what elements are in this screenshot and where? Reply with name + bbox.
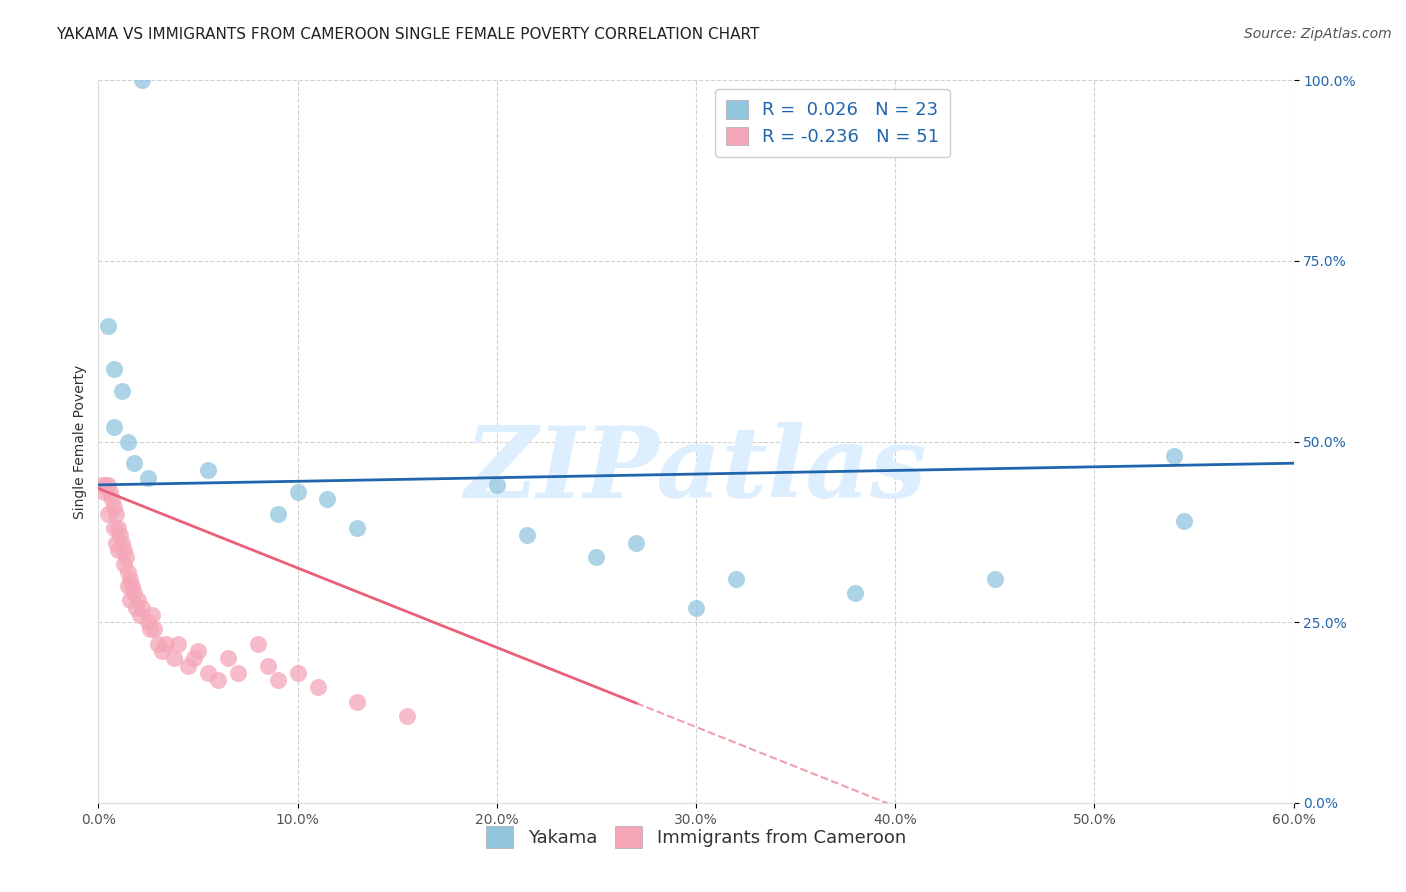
Point [103, 420, 125, 434]
Point [120, 593, 142, 607]
Point [267, 673, 290, 687]
Point [516, 528, 538, 542]
Point [287, 485, 309, 500]
Point [125, 600, 148, 615]
Point [112, 542, 135, 557]
Legend: Yakama, Immigrants from Cameroon: Yakama, Immigrants from Cameroon [479, 819, 912, 855]
Point [626, 535, 648, 549]
Point [124, 586, 146, 600]
Text: Source: ZipAtlas.com: Source: ZipAtlas.com [1244, 27, 1392, 41]
Point [396, 709, 419, 723]
Point [139, 623, 162, 637]
Point [1173, 514, 1195, 528]
Point [197, 665, 219, 680]
Point [155, 637, 177, 651]
Point [724, 572, 747, 586]
Point [844, 586, 866, 600]
Point [105, 507, 128, 521]
Point [287, 665, 309, 680]
Point [585, 550, 607, 565]
Point [111, 384, 134, 398]
Point [131, 73, 153, 87]
Point [984, 572, 1007, 586]
Point [110, 528, 132, 542]
Point [121, 579, 143, 593]
Point [107, 542, 129, 557]
Point [346, 521, 368, 535]
Point [307, 680, 329, 694]
Point [120, 572, 142, 586]
Point [112, 558, 135, 572]
Point [685, 600, 707, 615]
Point [150, 644, 173, 658]
Point [163, 651, 186, 665]
Point [183, 651, 205, 665]
Point [246, 637, 269, 651]
Y-axis label: Single Female Poverty: Single Female Poverty [73, 365, 87, 518]
Point [97, 478, 120, 492]
Point [91, 478, 114, 492]
Point [226, 665, 249, 680]
Point [115, 550, 138, 565]
Point [256, 658, 278, 673]
Point [111, 535, 134, 549]
Point [103, 521, 125, 535]
Text: YAKAMA VS IMMIGRANTS FROM CAMEROON SINGLE FEMALE POVERTY CORRELATION CHART: YAKAMA VS IMMIGRANTS FROM CAMEROON SINGL… [56, 27, 759, 42]
Point [346, 695, 368, 709]
Point [316, 492, 339, 507]
Point [136, 470, 159, 484]
Point [97, 318, 120, 333]
Point [197, 463, 219, 477]
Point [107, 521, 129, 535]
Point [97, 507, 120, 521]
Point [485, 478, 508, 492]
Point [129, 607, 152, 622]
Point [143, 623, 166, 637]
Point [103, 362, 125, 376]
Point [101, 492, 124, 507]
Point [131, 600, 153, 615]
Point [141, 607, 163, 622]
Point [124, 456, 146, 470]
Point [207, 673, 229, 687]
Point [98, 485, 122, 500]
Point [217, 651, 239, 665]
Point [105, 535, 128, 549]
Point [177, 658, 200, 673]
Point [93, 485, 115, 500]
Point [167, 637, 190, 651]
Text: ZIPatlas: ZIPatlas [465, 422, 927, 518]
Point [103, 500, 125, 514]
Point [117, 579, 139, 593]
Point [127, 593, 149, 607]
Point [117, 434, 139, 449]
Point [1163, 449, 1185, 463]
Point [117, 565, 139, 579]
Point [136, 615, 159, 630]
Point [267, 507, 290, 521]
Point [96, 478, 118, 492]
Point [148, 637, 170, 651]
Point [187, 644, 209, 658]
